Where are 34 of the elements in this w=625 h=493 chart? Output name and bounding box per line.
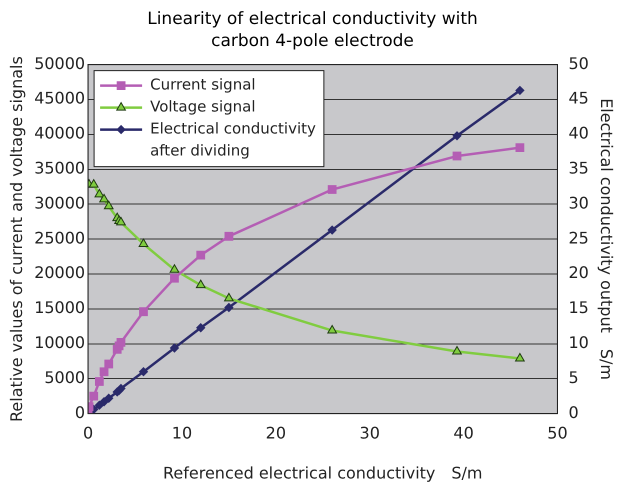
y-tick-label: 20000 <box>34 263 86 282</box>
y-tick-label: 35000 <box>34 158 86 178</box>
x-tick-label: 50 <box>547 423 568 442</box>
y2-tick-label: 25 <box>568 228 589 248</box>
legend-label: Electrical conductivity after dividing <box>150 119 316 160</box>
y2-axis-title: Electrical conductivity output S/m <box>597 98 616 380</box>
chart-title: Linearity of electrical conductivity with carbon 4-pole electrode <box>146 8 479 52</box>
y-tick-label: 30000 <box>34 193 86 212</box>
y2-tick-label: 30 <box>568 193 589 212</box>
y-tick-label: 45000 <box>34 88 86 108</box>
y2-tick-label: 15 <box>568 298 589 318</box>
y-tick-label: 0 <box>74 402 86 422</box>
x-tick-label: 20 <box>266 423 286 442</box>
legend-label: Current signal <box>150 75 256 94</box>
y2-tick-label: 0 <box>568 402 579 422</box>
y-tick-label: 15000 <box>34 298 86 318</box>
y-tick-label: 5000 <box>44 368 86 387</box>
y-tick-label: 10000 <box>34 332 86 352</box>
x-tick-label: 40 <box>453 423 474 442</box>
y2-tick-label: 50 <box>568 54 589 73</box>
y2-tick-label: 5 <box>568 368 579 387</box>
y2-tick-label: 40 <box>568 124 589 143</box>
legend-label: Voltage signal <box>150 97 256 116</box>
y2-tick-label: 35 <box>568 158 589 178</box>
y2-tick-label: 45 <box>568 88 589 108</box>
y2-tick-label: 10 <box>568 332 589 352</box>
y-axis-title: Relative values of current and voltage signals <box>6 56 26 422</box>
x-tick-label: 30 <box>360 423 380 442</box>
y-tick-label: 25000 <box>34 228 86 248</box>
x-axis-title: Referenced electrical conductivity S/m <box>163 464 483 483</box>
y-tick-label: 40000 <box>34 124 86 143</box>
x-tick-label: 10 <box>172 423 192 442</box>
y-tick-label: 50000 <box>34 54 86 73</box>
y2-tick-label: 20 <box>568 263 589 282</box>
